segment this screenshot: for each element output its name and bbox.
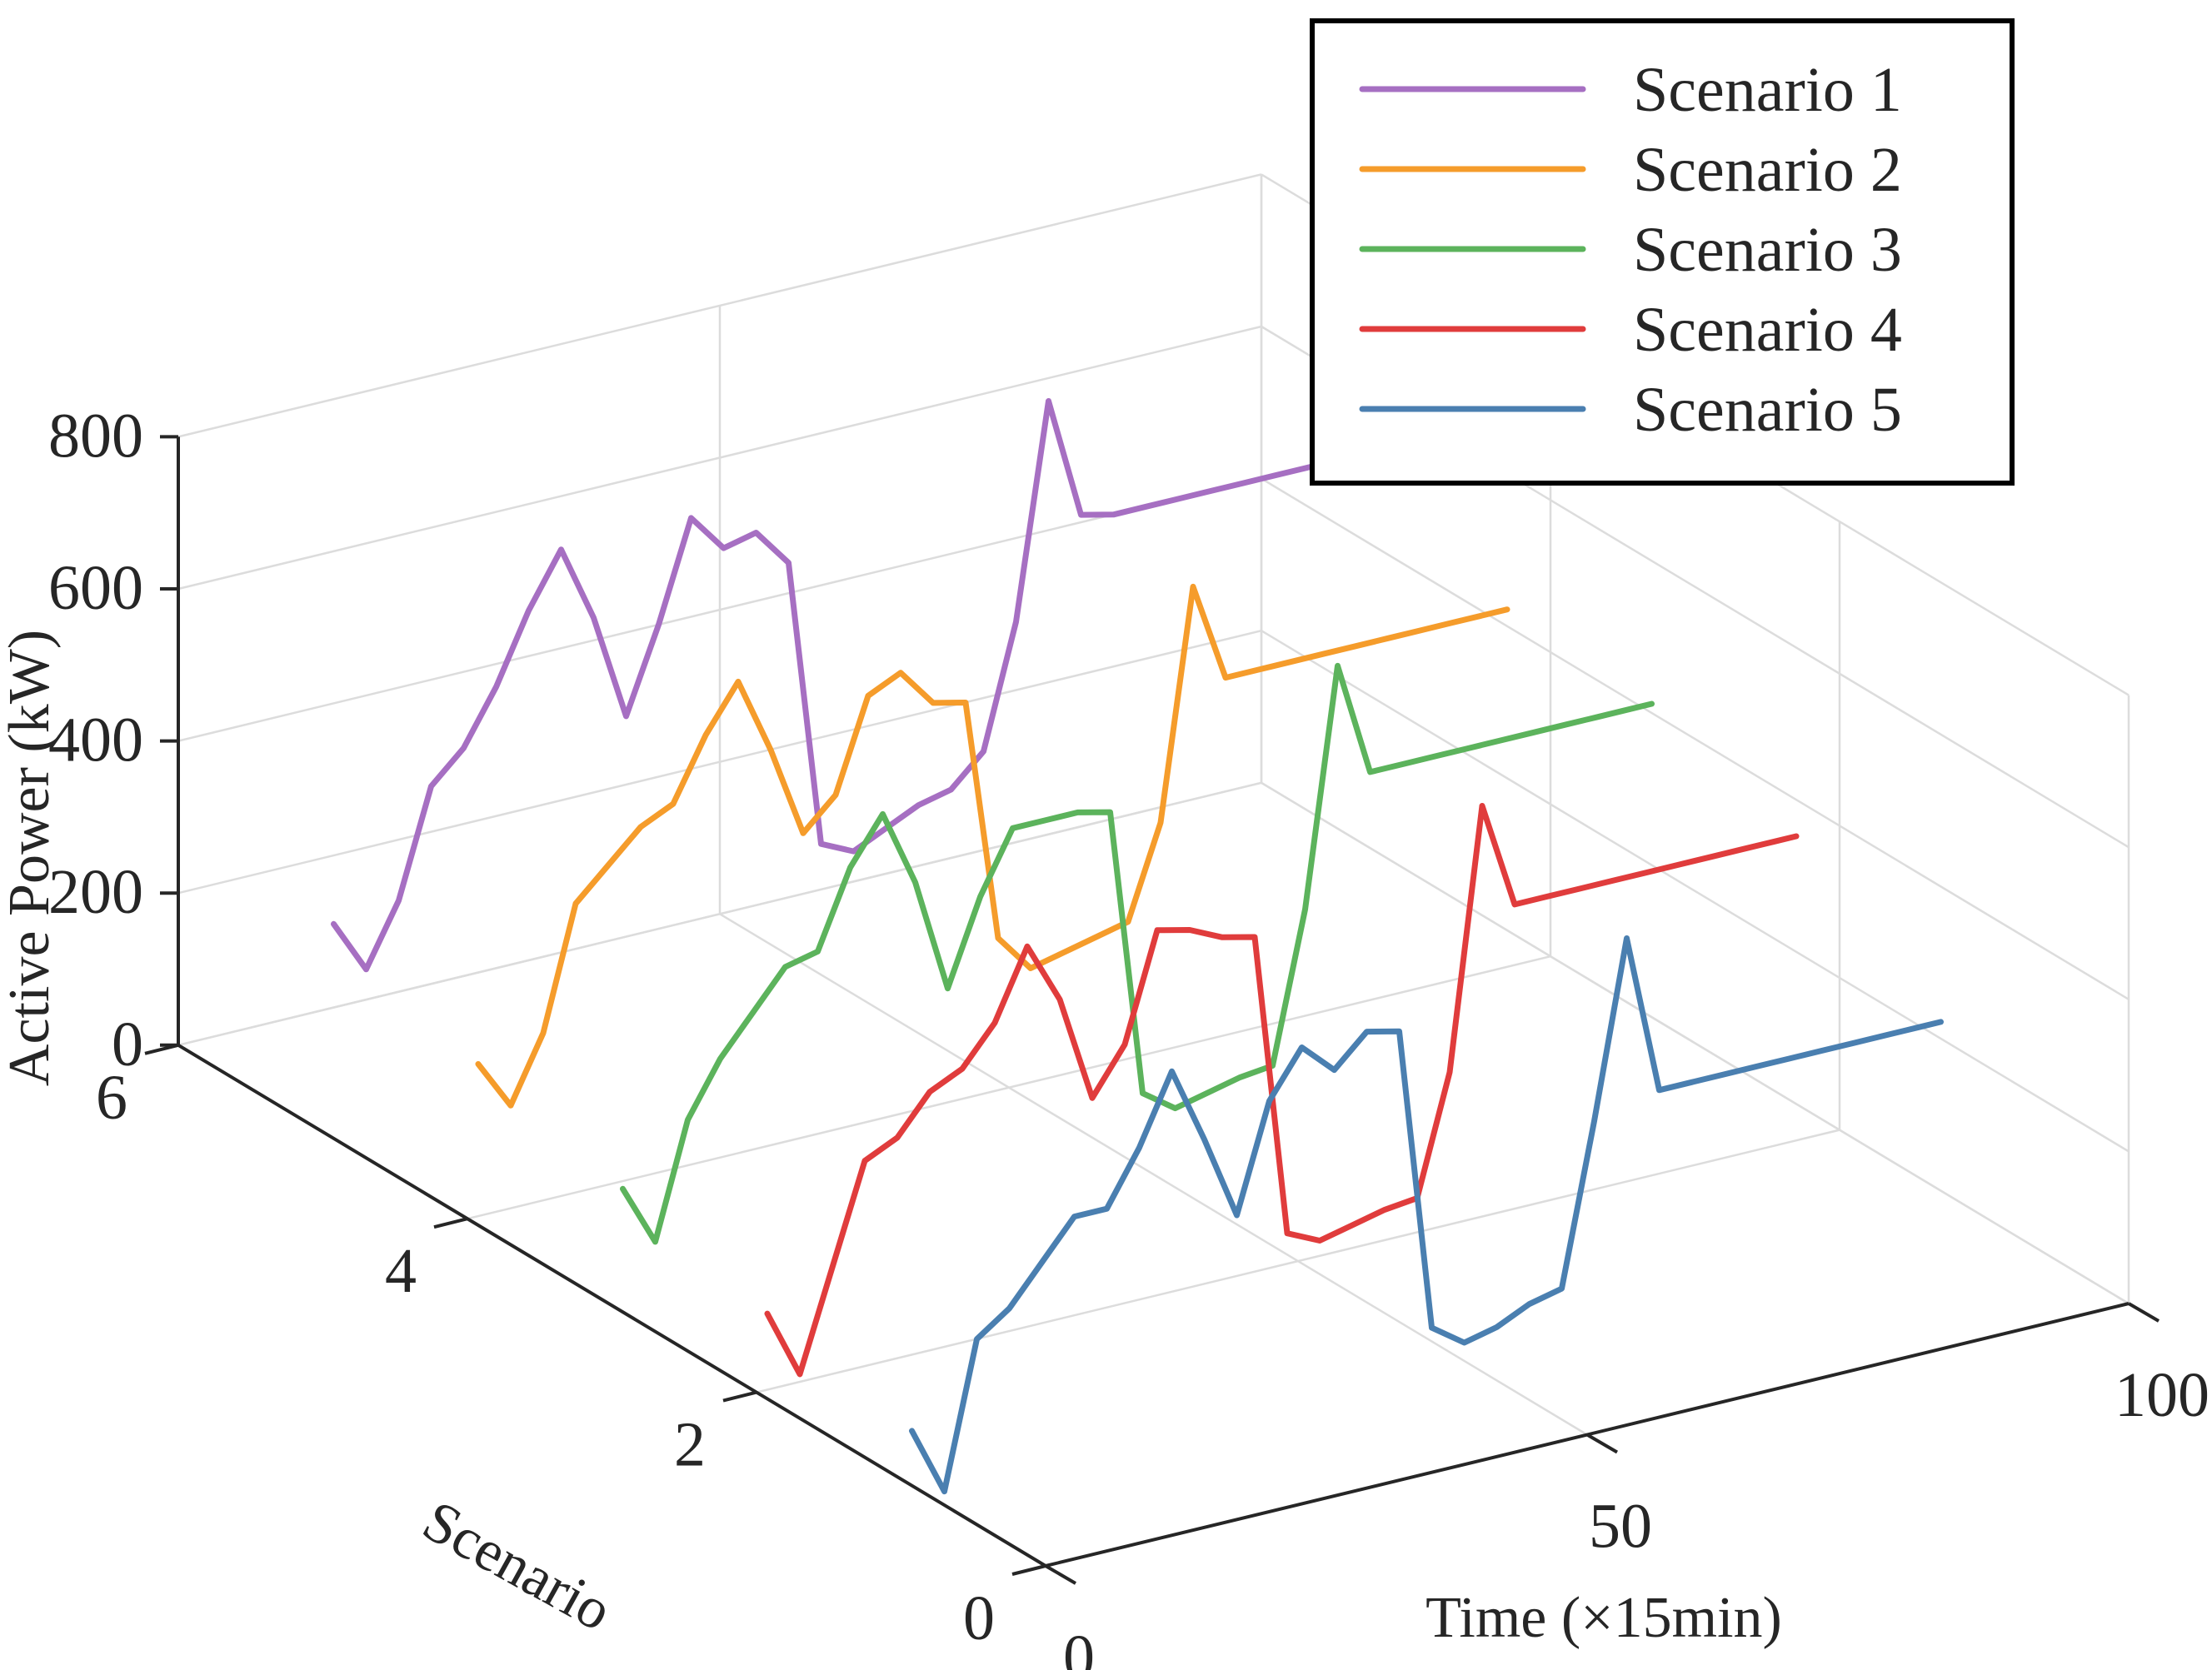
z-tick-label: 400 xyxy=(48,705,143,775)
y-axis-line xyxy=(177,1044,1047,1568)
y-tick-label: 6 xyxy=(96,1063,127,1133)
z-tick-label: 0 xyxy=(112,1009,143,1079)
legend-label-scenario-5: Scenario 5 xyxy=(1633,375,1902,445)
side-wall-z-gridline xyxy=(1261,477,2130,1000)
floor-x-gridline xyxy=(719,913,1588,1436)
y-tick xyxy=(433,1217,468,1229)
series-line-scenario-5 xyxy=(909,935,1944,1495)
x-tick xyxy=(1044,1564,1077,1585)
y-tick-label: 0 xyxy=(963,1583,995,1653)
y-tick-label: 4 xyxy=(385,1236,417,1306)
side-wall-z-gridline xyxy=(1261,630,2130,1153)
y-tick xyxy=(722,1390,757,1403)
series-line-scenario-3 xyxy=(620,662,1655,1245)
y-tick xyxy=(1011,1564,1046,1576)
legend-label-scenario-4: Scenario 4 xyxy=(1633,295,1902,365)
y-tick-label: 2 xyxy=(674,1410,706,1480)
z-tick-label: 200 xyxy=(48,857,143,927)
y-axis-label: Scenario xyxy=(412,1488,622,1643)
legend-label-scenario-3: Scenario 3 xyxy=(1633,215,1902,285)
x-axis-label: Time (×15min) xyxy=(1426,1586,1782,1650)
x-tick-label: 50 xyxy=(1589,1492,1652,1562)
series-line-scenario-2 xyxy=(475,583,1510,1109)
series-layer xyxy=(331,398,1944,1495)
x-tick-label: 100 xyxy=(2115,1360,2210,1430)
z-tick-label: 600 xyxy=(48,553,143,623)
floor-x-gridline xyxy=(1261,781,2130,1305)
floor-y-gridline xyxy=(467,955,1551,1220)
legend-label-scenario-1: Scenario 1 xyxy=(1633,55,1902,125)
series-line-scenario-4 xyxy=(764,803,1800,1378)
floor-y-gridline xyxy=(177,781,1262,1047)
z-axis-label: Active Power (kW) xyxy=(0,630,62,1086)
legend: Scenario 1 Scenario 2 Scenario 3 Scenario 4… xyxy=(1310,18,2015,486)
legend-label-scenario-2: Scenario 2 xyxy=(1633,135,1902,205)
x-tick-label: 0 xyxy=(1063,1623,1095,1670)
floor-y-gridline xyxy=(756,1129,1840,1393)
x-tick xyxy=(2127,1302,2160,1323)
z-tick-label: 800 xyxy=(48,401,143,471)
y-tick xyxy=(144,1043,179,1055)
x-tick xyxy=(1585,1433,1619,1454)
axes-layer: 0 200 400 600 800 0 50 100 0 2 4 6 xyxy=(48,401,2210,1670)
series-line-scenario-1 xyxy=(331,398,1366,973)
